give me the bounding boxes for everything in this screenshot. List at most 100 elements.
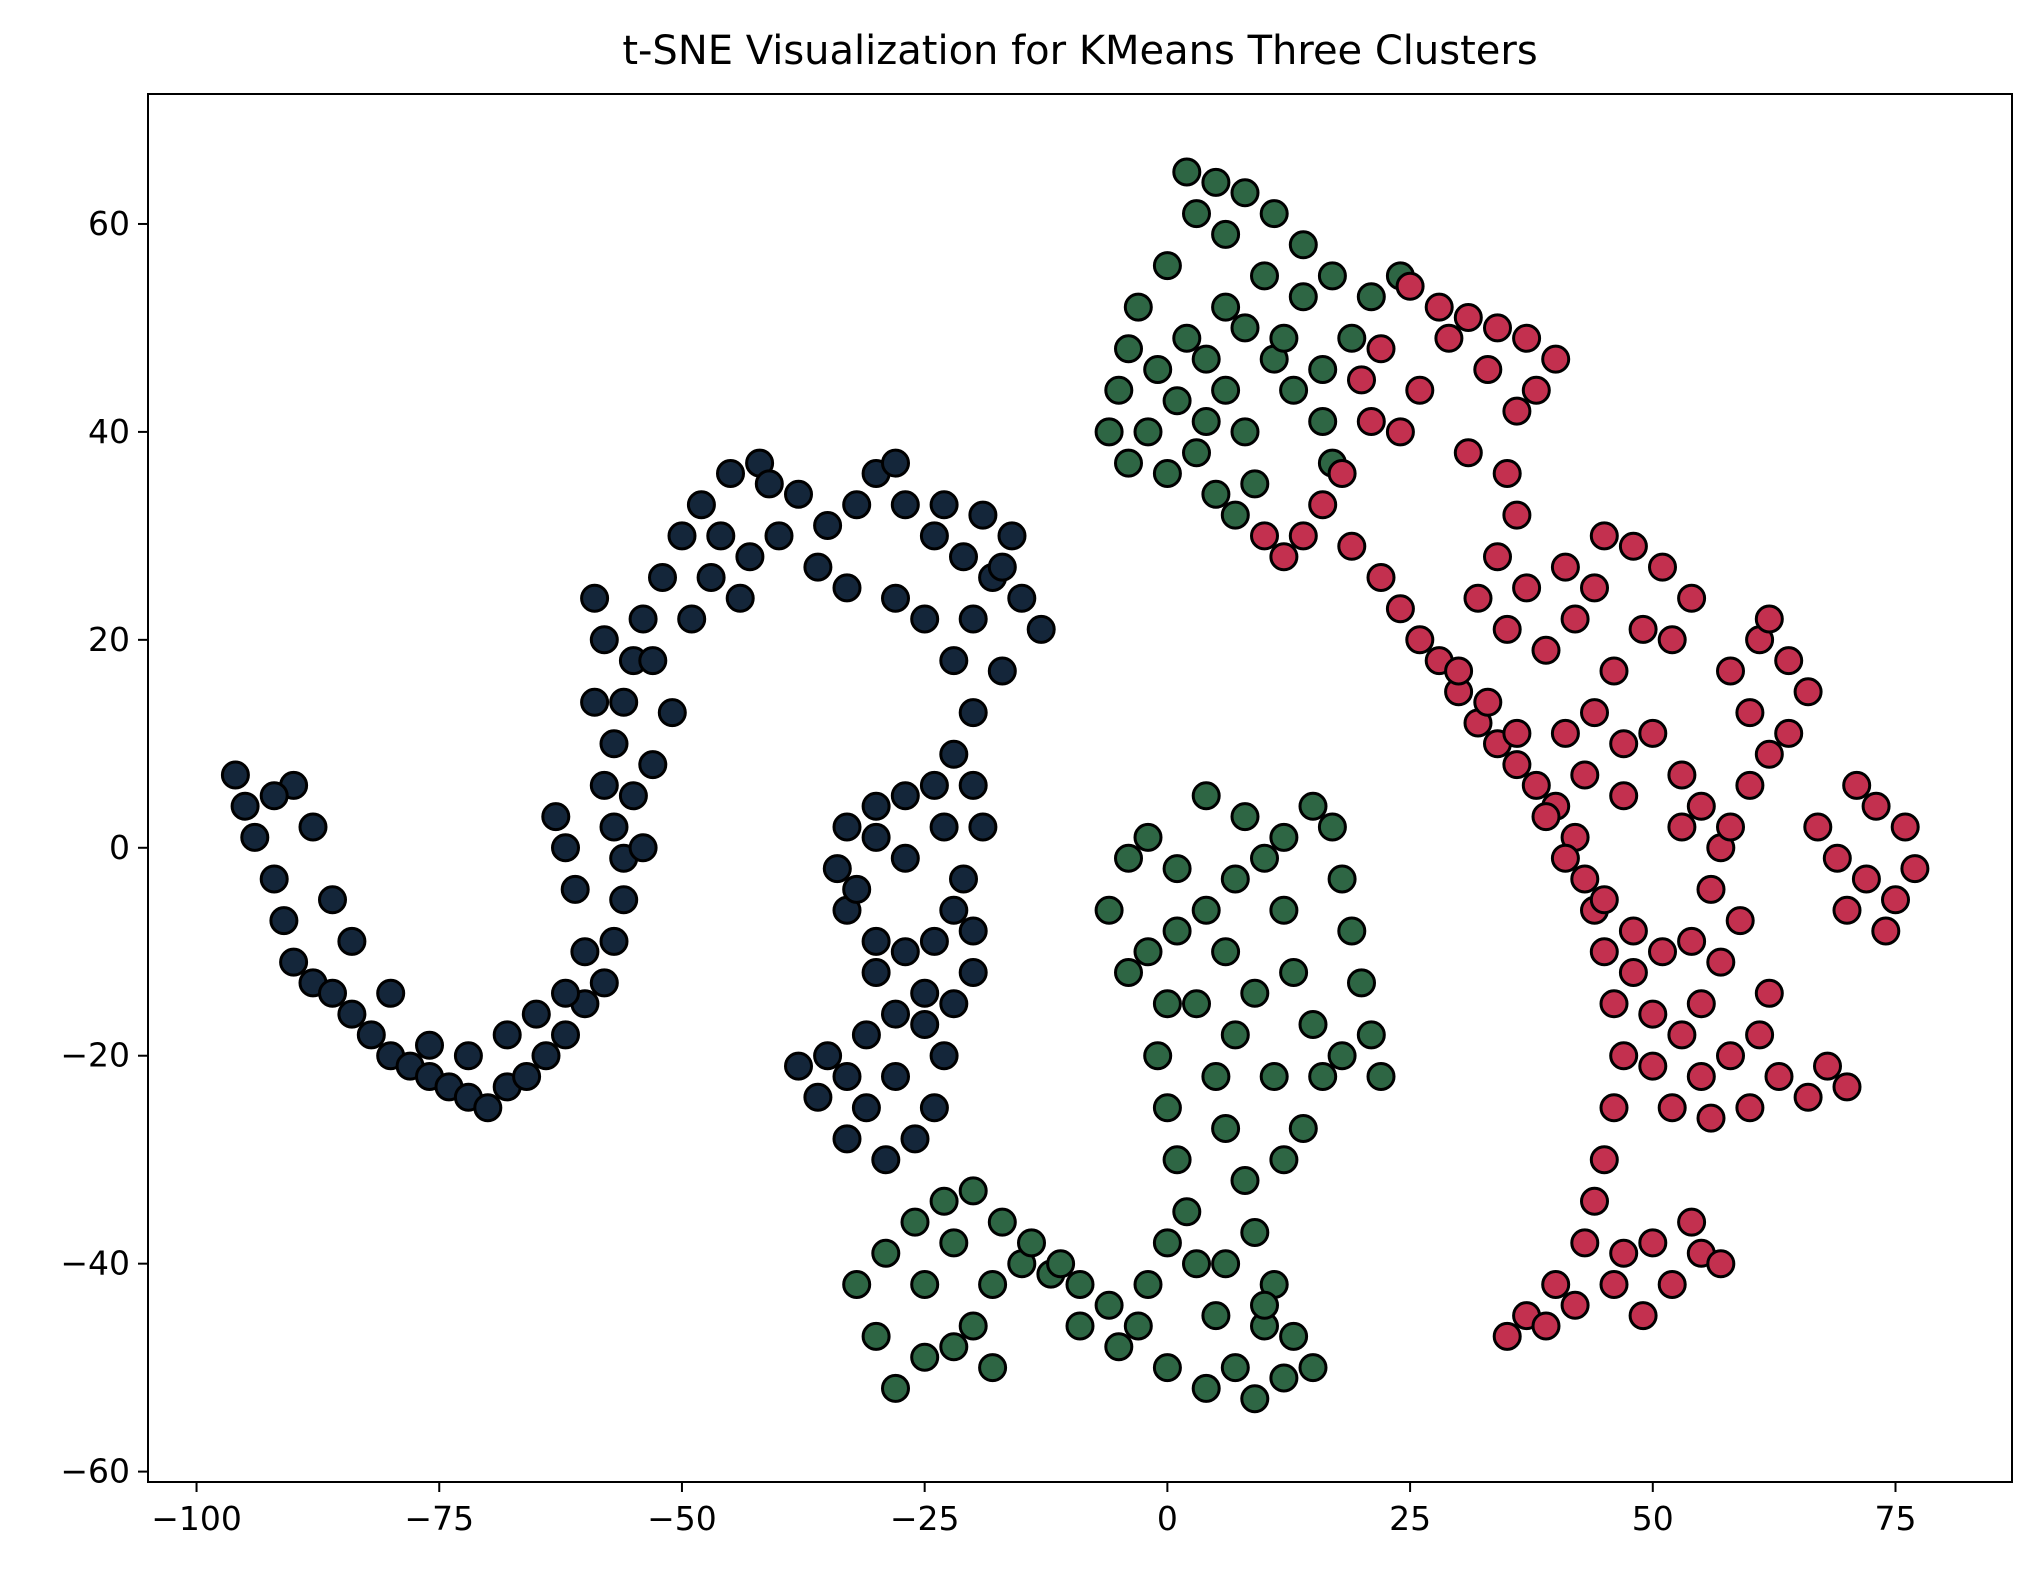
cluster-2-point-82 [1803,812,1833,842]
cluster-1-point-72 [1240,1384,1270,1414]
cluster-2-point-68 [1667,760,1697,790]
cluster-1-point-55 [1220,864,1250,894]
cluster-1-point-58 [1133,937,1163,967]
cluster-0-point-5 [279,947,309,977]
cluster-0-point-47 [958,698,988,728]
cluster-0-point-98 [803,552,833,582]
cluster-2-point-64 [1599,656,1629,686]
cluster-0-point-61 [958,958,988,987]
cluster-2-point-107 [1735,1093,1765,1123]
cluster-2-point-84 [1851,864,1881,894]
cluster-0-point-28 [609,687,639,717]
cluster-1-point-118 [910,1270,940,1299]
cluster-1-point-32 [1211,292,1241,322]
cluster-0-point-76 [337,926,367,956]
cluster-1-point-83 [1182,989,1211,1019]
cluster-2-point-89 [1842,770,1872,800]
cluster-2-point-18 [1385,594,1415,624]
cluster-2-point-88 [1861,791,1891,821]
cluster-1-point-57 [1162,916,1192,946]
cluster-2-point-94 [1677,926,1707,956]
cluster-2-point-97 [1667,1020,1697,1050]
cluster-1-point-28 [1259,199,1289,229]
cluster-0-point-78 [415,1030,444,1060]
cluster-1-point-8 [1104,375,1134,405]
cluster-0-point-83 [570,937,600,967]
cluster-2-point-123 [1754,978,1784,1008]
cluster-1-point-12 [1182,438,1211,468]
cluster-1-point-111 [1065,1311,1095,1341]
cluster-2-point-109 [1638,999,1668,1029]
cluster-0-point-48 [939,739,969,769]
cluster-2-point-8 [1366,334,1396,364]
cluster-0-point-90 [638,646,668,676]
cluster-0-point-88 [589,625,619,655]
cluster-0-point-37 [813,511,843,540]
cluster-0-point-122 [929,812,959,842]
cluster-0-point-56 [890,937,920,967]
cluster-1-point-24 [1356,282,1386,312]
cluster-0-point-104 [987,552,1017,582]
cluster-0-point-4 [269,906,299,936]
cluster-2-point-117 [1550,718,1580,748]
cluster-1-point-107 [958,1176,988,1206]
y-tick-label: 60 [88,204,130,243]
cluster-1-point-115 [1211,1249,1241,1279]
scatter-points-layer [220,157,1930,1414]
cluster-2-point-106 [1832,1072,1862,1102]
cluster-2-point-87 [1890,812,1920,842]
cluster-2-point-113 [1531,802,1561,832]
cluster-2-point-108 [1696,1103,1726,1133]
cluster-0-point-117 [919,1093,949,1123]
cluster-1-point-97 [958,1311,988,1341]
cluster-0-point-75 [318,885,347,915]
cluster-1-point-99 [939,1332,969,1362]
chart-title: t-SNE Visualization for KMeans Three Clu… [622,28,1537,74]
cluster-2-point-25 [1521,770,1551,800]
cluster-0-point-106 [968,500,998,530]
cluster-1-point-26 [1317,261,1347,291]
cluster-0-point-100 [881,583,910,613]
x-axis: −100 −75 −50 −25 0 25 50 75 [151,1482,1917,1538]
cluster-1-point-10 [1114,448,1143,478]
cluster-2-point-30 [1589,937,1619,967]
cluster-0-point-69 [832,1124,862,1154]
cluster-0-point-79 [453,1041,483,1071]
cluster-0-point-101 [910,604,940,634]
cluster-2-point-35 [1580,1186,1609,1216]
cluster-1-point-66 [1152,1093,1182,1123]
cluster-2-point-12 [1308,490,1338,520]
x-tick-label: 75 [1875,1499,1917,1538]
cluster-2-point-120 [1550,552,1580,582]
cluster-1-point-89 [1191,1373,1221,1403]
y-tick-label: 20 [88,620,130,659]
cluster-1-point-67 [1162,1145,1192,1175]
cluster-0-point-80 [492,1020,522,1050]
cluster-1-point-71 [1220,1353,1250,1383]
cluster-2-point-90 [1871,916,1901,946]
cluster-1-point-18 [1191,344,1221,374]
cluster-1-point-64 [1152,989,1182,1019]
cluster-1-point-17 [1211,375,1241,405]
cluster-2-point-80 [1774,718,1804,748]
cluster-2-point-47 [1677,1207,1707,1237]
cluster-1-point-62 [1133,822,1163,852]
cluster-1-point-45 [1327,864,1357,894]
cluster-0-point-89 [580,583,610,613]
cluster-2-point-5 [1541,344,1571,374]
cluster-0-point-71 [900,1124,930,1154]
cluster-0-point-1 [230,791,260,821]
cluster-2-point-31 [1599,989,1629,1019]
cluster-0-point-15 [473,1093,503,1123]
cluster-1-point-22 [1308,355,1338,384]
cluster-0-point-7 [318,978,347,1008]
cluster-1-point-16 [1230,417,1260,447]
cluster-2-point-129 [1453,438,1483,468]
cluster-1-point-103 [842,1270,872,1299]
cluster-1-point-78 [1211,1114,1241,1143]
cluster-2-point-67 [1638,718,1668,748]
cluster-2-point-81 [1754,604,1784,634]
cluster-2-point-76 [1716,656,1745,686]
cluster-2-point-4 [1512,323,1542,353]
